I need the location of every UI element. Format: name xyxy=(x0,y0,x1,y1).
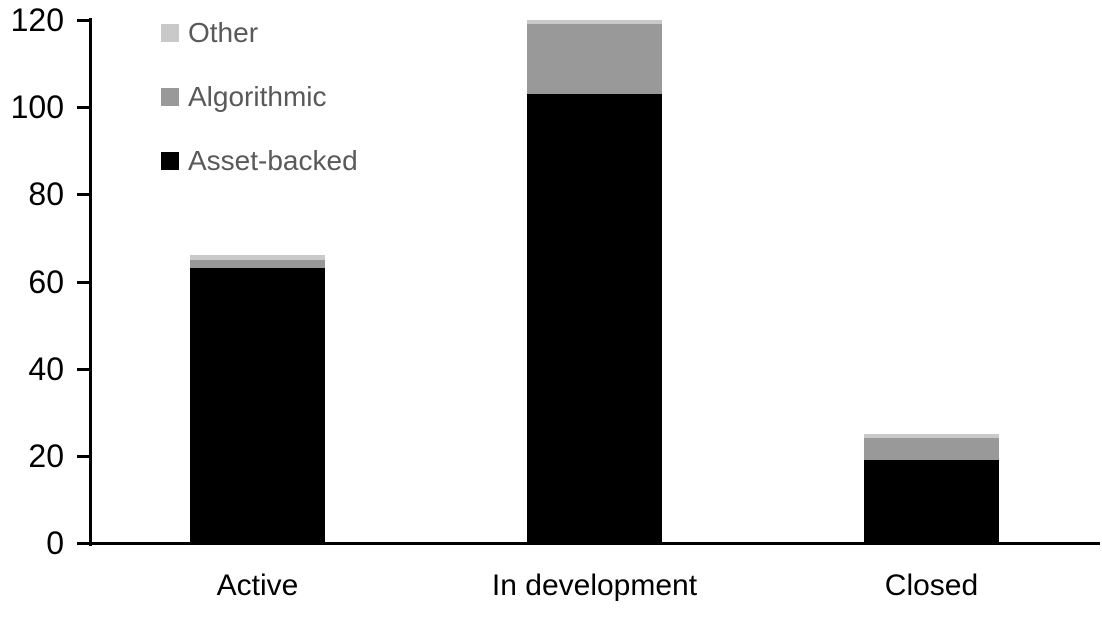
bar-segment-other xyxy=(527,20,662,25)
bar-segment-other xyxy=(864,434,999,439)
legend-item-algorithmic: Algorithmic xyxy=(161,81,358,112)
y-tick-label: 120 xyxy=(10,2,64,38)
y-tick-mark xyxy=(77,106,89,110)
y-tick-label: 60 xyxy=(28,263,64,300)
bar-segment-asset-backed xyxy=(190,268,325,543)
bar-segment-asset-backed xyxy=(527,94,662,543)
legend-label: Algorithmic xyxy=(188,81,327,112)
legend-item-asset-backed: Asset-backed xyxy=(161,145,358,176)
x-axis-label: In development xyxy=(491,569,698,602)
y-tick-mark xyxy=(77,280,89,284)
y-tick-mark xyxy=(77,367,89,371)
x-axis-label: Active xyxy=(216,569,299,602)
bar-segment-algorithmic xyxy=(864,438,999,461)
x-axis-label: Closed xyxy=(884,569,979,602)
y-tick-mark xyxy=(77,542,89,545)
bar-segment-algorithmic xyxy=(527,24,662,95)
legend-item-other: Other xyxy=(161,17,358,48)
y-tick-mark xyxy=(77,19,89,22)
y-tick-label: 40 xyxy=(28,350,64,387)
y-axis-line xyxy=(89,18,92,546)
bar-segment-asset-backed xyxy=(864,460,999,543)
legend-swatch-icon xyxy=(161,88,179,106)
x-axis-line xyxy=(89,542,1100,545)
bar-segment-other xyxy=(190,255,325,260)
y-tick-label: 20 xyxy=(28,437,64,474)
y-tick-label: 100 xyxy=(10,89,64,126)
legend-swatch-icon xyxy=(161,152,179,170)
legend-swatch-icon xyxy=(161,24,179,42)
y-tick-mark xyxy=(77,193,89,197)
y-tick-label: 0 xyxy=(46,525,64,561)
legend-label: Asset-backed xyxy=(188,145,358,176)
y-tick-label: 80 xyxy=(28,176,64,213)
y-tick-mark xyxy=(77,454,89,458)
legend-label: Other xyxy=(188,17,259,48)
legend: Other Algorithmic Asset-backed xyxy=(161,17,358,214)
bar-segment-algorithmic xyxy=(190,259,325,269)
